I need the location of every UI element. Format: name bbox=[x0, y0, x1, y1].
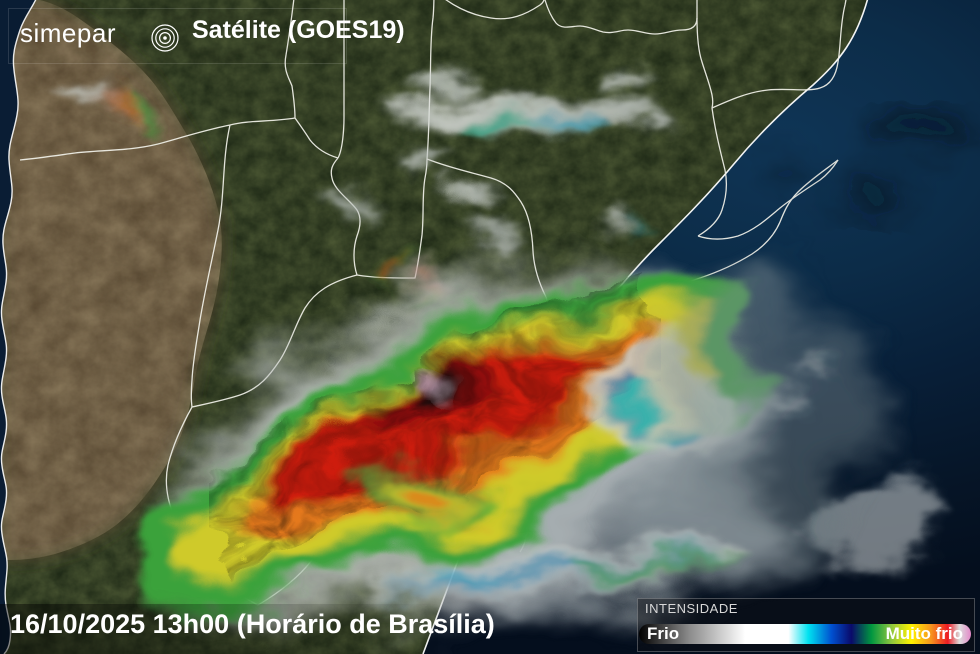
svg-text:Frio: Frio bbox=[647, 624, 679, 643]
svg-text:Muito frio: Muito frio bbox=[886, 624, 963, 643]
